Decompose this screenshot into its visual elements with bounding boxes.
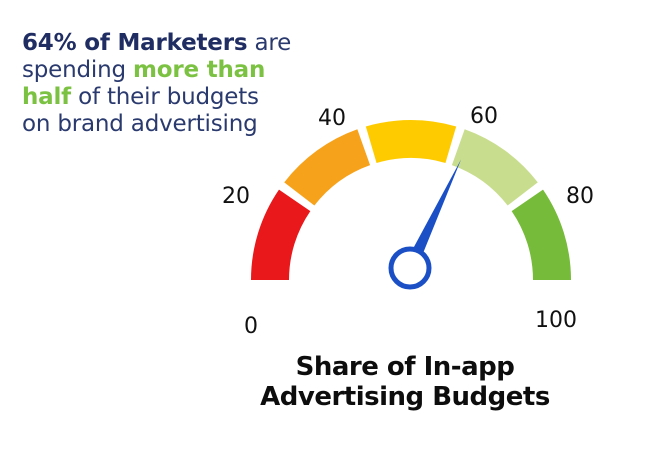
headline-text: 64% of Marketers are spending more than … [22,30,292,138]
gauge-segments [251,120,571,280]
gauge-segment-0-20 [251,189,311,280]
headline-text-2: of their budgets on brand advertising [22,84,259,137]
needle-hub [388,246,432,290]
needle-pointer [413,159,462,254]
tick-label-20: 20 [222,184,250,209]
gauge-title-line1: Share of In-app [295,352,515,382]
tick-label-60: 60 [470,104,498,129]
headline-stat: 64% of Marketers [22,30,248,56]
gauge-segment-60-80 [451,129,538,206]
gauge-segment-80-100 [511,189,571,280]
tick-label-40: 40 [318,106,346,131]
headline-highlight: more than half [22,57,266,110]
tick-label-0: 0 [244,314,258,339]
tick-label-80: 80 [566,184,594,209]
gauge-segment-40-60 [365,120,457,163]
gauge-needle [388,159,462,290]
headline-text-1: are spending [22,30,292,83]
tick-label-100: 100 [535,308,577,333]
gauge-title: Share of In-app Advertising Budgets [240,352,570,412]
gauge-title-line2: Advertising Budgets [260,382,550,412]
gauge-segment-20-40 [284,129,371,206]
